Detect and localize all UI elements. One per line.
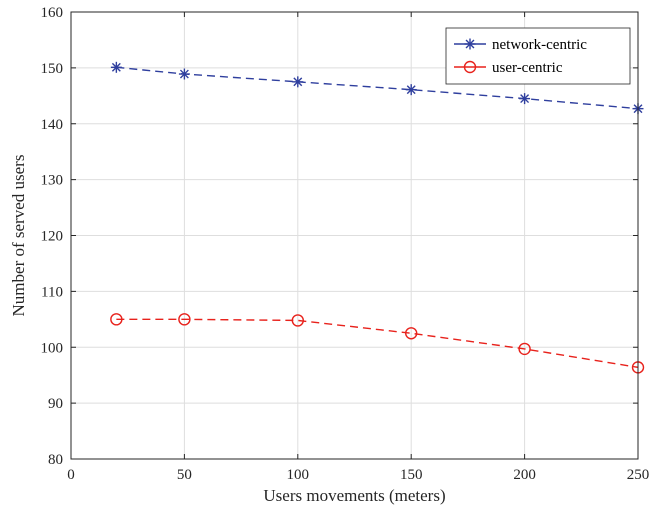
y-tick-label: 100 bbox=[41, 340, 64, 356]
x-tick-label: 0 bbox=[67, 467, 75, 483]
legend: network-centric user-centric bbox=[445, 27, 631, 85]
x-tick-label: 250 bbox=[627, 467, 650, 483]
data-point-user-centric bbox=[518, 342, 531, 356]
legend-label-user-centric: user-centric bbox=[492, 60, 563, 76]
legend-entry-user-centric: user-centric bbox=[454, 60, 563, 76]
legend-marker-network-centric bbox=[464, 38, 476, 50]
data-point-network-centric bbox=[178, 68, 190, 80]
y-tick-label: 120 bbox=[41, 229, 64, 245]
legend-swatch-network-centric bbox=[454, 38, 486, 50]
data-point-network-centric bbox=[405, 84, 417, 96]
x-tick-label: 150 bbox=[400, 467, 423, 483]
y-tick-label: 150 bbox=[41, 61, 64, 77]
data-point-user-centric bbox=[110, 313, 123, 326]
series-line-user-centric bbox=[116, 318, 639, 369]
data-point-network-centric bbox=[519, 93, 531, 105]
data-point-network-centric bbox=[292, 76, 304, 88]
axis-ticks bbox=[70, 11, 639, 460]
legend-swatch-user-centric bbox=[454, 60, 486, 74]
data-point-network-centric bbox=[110, 61, 122, 73]
x-axis-label: Users movements (meters) bbox=[263, 486, 445, 505]
data-point-user-centric bbox=[178, 313, 191, 326]
y-tick-label: 90 bbox=[48, 396, 63, 412]
y-axis-label: Number of served users bbox=[9, 155, 28, 317]
y-tick-label: 140 bbox=[41, 117, 64, 133]
data-point-user-centric bbox=[405, 327, 418, 340]
y-tick-label: 80 bbox=[48, 452, 63, 468]
y-tick-label: 160 bbox=[41, 5, 64, 21]
y-tick-label: 130 bbox=[41, 173, 64, 189]
data-point-user-centric bbox=[291, 314, 304, 327]
x-tick-label: 200 bbox=[513, 467, 536, 483]
series-group bbox=[110, 61, 645, 374]
tick-labels: 0 50 100 150 200 250 80 90 100 110 120 130 140 150 160 bbox=[41, 5, 650, 483]
series-line-network-centric bbox=[116, 66, 639, 110]
legend-label-network-centric: network-centric bbox=[492, 37, 587, 53]
y-tick-label: 110 bbox=[41, 284, 63, 300]
x-tick-label: 50 bbox=[177, 467, 192, 483]
legend-box bbox=[445, 27, 631, 85]
x-tick-label: 100 bbox=[287, 467, 310, 483]
legend-entry-network-centric: network-centric bbox=[454, 37, 587, 53]
legend-marker-user-centric bbox=[463, 60, 477, 74]
